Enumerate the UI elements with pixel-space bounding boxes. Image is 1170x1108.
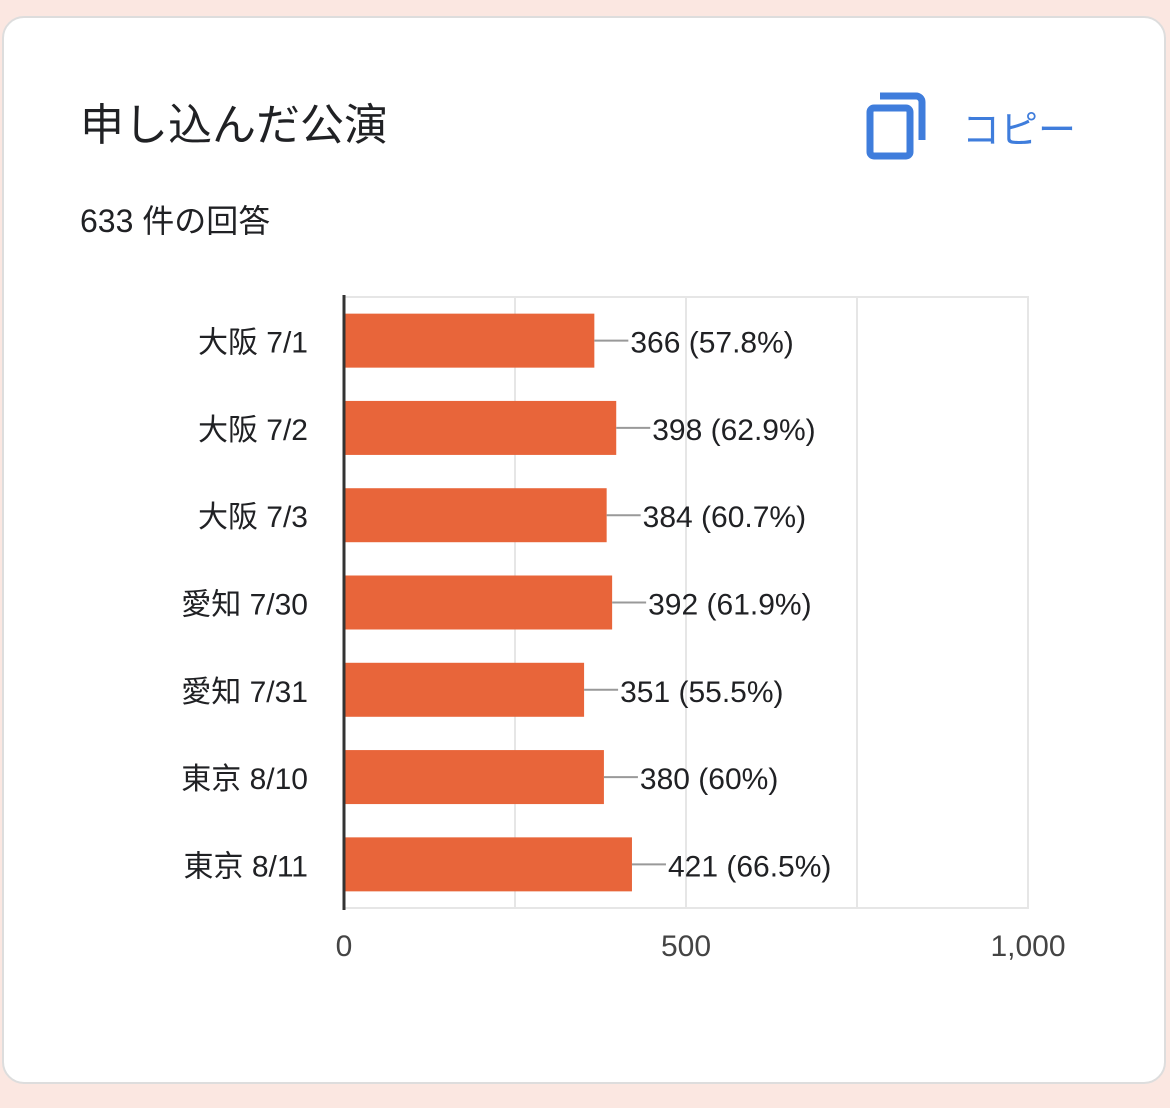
- data-label: 392 (61.9%): [648, 589, 811, 622]
- data-label: 398 (62.9%): [652, 414, 815, 447]
- category-label: 大阪 7/3: [198, 501, 308, 534]
- x-tick-label: 500: [661, 930, 711, 963]
- copy-icon: [866, 92, 926, 160]
- copy-button[interactable]: コピー: [866, 90, 1076, 162]
- data-label: 421 (66.5%): [668, 850, 831, 883]
- response-count: 633 件の回答: [80, 203, 271, 239]
- data-label: 384 (60.7%): [643, 501, 806, 534]
- category-label: 大阪 7/2: [198, 414, 308, 447]
- category-label: 愛知 7/31: [181, 676, 308, 709]
- category-label: 東京 8/11: [184, 850, 309, 883]
- bar: [344, 837, 632, 892]
- bar: [344, 400, 617, 455]
- question-title: 申し込んだ公演: [80, 101, 388, 150]
- bar: [344, 575, 613, 630]
- bar: [344, 313, 595, 368]
- data-label: 366 (57.8%): [630, 327, 793, 360]
- bar: [344, 750, 604, 805]
- bar: [344, 662, 585, 717]
- x-tick-label: 1,000: [990, 930, 1065, 963]
- category-label: 東京 8/10: [181, 763, 308, 796]
- data-label: 351 (55.5%): [620, 676, 783, 709]
- chart-card: 申し込んだ公演 コピー 633 件の回答 大阪 7/1 366 (57.8%) 大阪…: [2, 16, 1166, 1084]
- bar-chart: 大阪 7/1 366 (57.8%) 大阪 7/2 398 (62.9%) 大阪 7/3…: [181, 295, 1066, 963]
- bar: [344, 488, 607, 543]
- x-tick-label: 0: [336, 930, 353, 963]
- data-label: 380 (60%): [640, 763, 778, 796]
- category-label: 大阪 7/1: [198, 327, 308, 360]
- category-label: 愛知 7/30: [181, 589, 308, 622]
- copy-label: コピー: [962, 109, 1077, 152]
